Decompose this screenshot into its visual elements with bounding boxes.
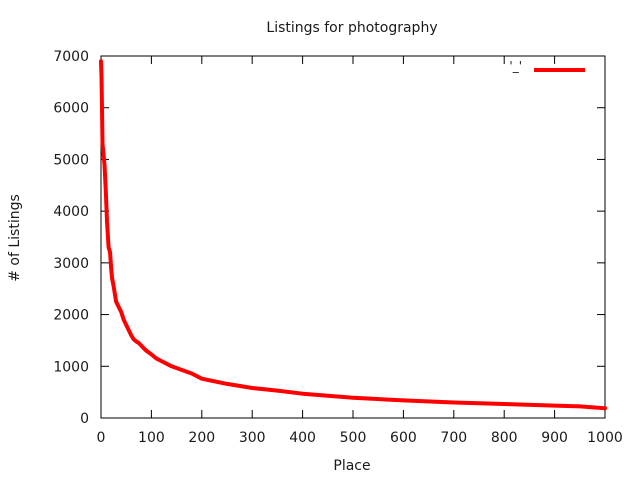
legend-label: '_' (509, 59, 522, 73)
series-line (99, 59, 607, 411)
x-tick-label: 1000 (587, 430, 623, 446)
y-tick-label: 4000 (53, 204, 89, 220)
y-tick-label: 6000 (53, 101, 89, 117)
plot-area-frame (100, 55, 606, 419)
x-tick-label: 400 (289, 430, 316, 446)
series-layer (99, 59, 607, 411)
x-tick-label: 800 (491, 430, 518, 446)
y-tick-label: 3000 (53, 256, 89, 272)
chart-title: Listings for photography (266, 20, 437, 36)
y-tick-label: 7000 (53, 49, 89, 65)
x-tick-label: 0 (97, 430, 106, 446)
x-axis-label: Place (333, 458, 370, 474)
y-tick-label: 5000 (53, 152, 89, 168)
x-tick-label: 500 (340, 430, 367, 446)
legend: '_' (509, 59, 585, 73)
x-tick-label: 100 (138, 430, 165, 446)
x-tick-label: 700 (440, 430, 467, 446)
x-tick-label: 900 (541, 430, 568, 446)
axis-ticks: 0 100 200 300 400 500 600 700 800 900 1000 0 1000 200… (53, 49, 622, 446)
x-tick-label: 300 (239, 430, 266, 446)
x-tick-label: 200 (188, 430, 215, 446)
y-tick-label: 2000 (53, 308, 89, 324)
y-axis-label: # of Listings (7, 194, 23, 282)
y-tick-label: 0 (80, 411, 89, 427)
x-tick-label: 600 (390, 430, 417, 446)
y-tick-label: 1000 (53, 359, 89, 375)
